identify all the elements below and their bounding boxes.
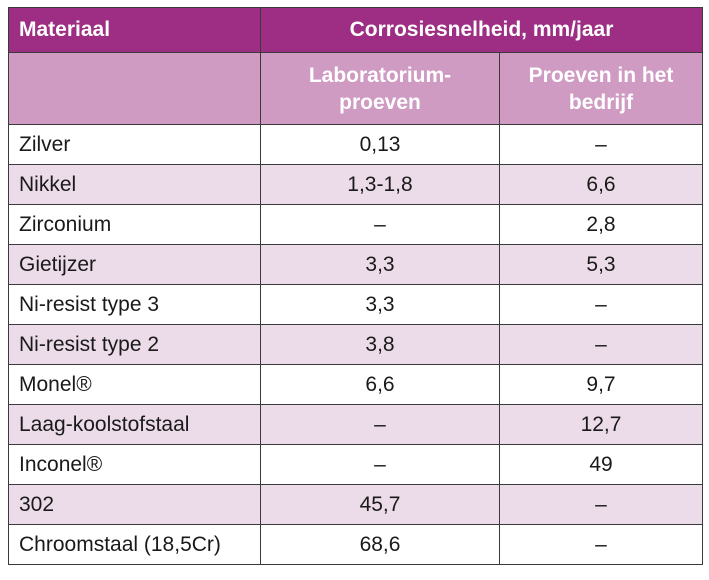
table-row: Zirconium – 2,8 — [8, 204, 704, 245]
subheader-lab-tests: Laboratorium- proeven — [260, 52, 500, 125]
table-row: Monel® 6,6 9,7 — [8, 364, 704, 405]
table-row: Chroomstaal (18,5Cr) 68,6 – — [8, 524, 704, 565]
table-row: Gietijzer 3,3 5,3 — [8, 244, 704, 285]
lab-rate-cell: 6,6 — [260, 364, 500, 405]
field-rate-cell: 2,8 — [498, 204, 704, 245]
material-cell: Laag-koolstofstaal — [8, 404, 261, 445]
lab-rate-cell: – — [260, 444, 500, 485]
field-rate-cell: – — [498, 124, 704, 165]
table-row: Laag-koolstofstaal – 12,7 — [8, 404, 704, 445]
lab-rate-cell: 68,6 — [260, 524, 500, 565]
table-row: Zilver 0,13 – — [8, 124, 704, 165]
field-rate-cell: 49 — [498, 444, 704, 485]
material-cell: Nikkel — [8, 164, 261, 205]
field-rate-cell: – — [498, 484, 704, 525]
lab-rate-cell: 3,3 — [260, 284, 500, 325]
lab-rate-cell: 3,3 — [260, 244, 500, 285]
table-row: Nikkel 1,3-1,8 6,6 — [8, 164, 704, 205]
lab-rate-cell: 3,8 — [260, 324, 500, 365]
field-rate-cell: – — [498, 324, 704, 365]
subheader-field-line1: Proeven in het — [528, 63, 674, 87]
subheader-lab-line1: Laboratorium- — [308, 63, 452, 87]
lab-rate-cell: 0,13 — [260, 124, 500, 165]
material-cell: Ni-resist type 3 — [8, 284, 261, 325]
table-row: 302 45,7 – — [8, 484, 704, 525]
header-row: Materiaal Corrosiesnelheid, mm/jaar — [8, 7, 704, 53]
material-cell: Zirconium — [8, 204, 261, 245]
material-cell: 302 — [8, 484, 261, 525]
table-row: Ni-resist type 2 3,8 – — [8, 324, 704, 365]
subheader-field-line2: bedrijf — [568, 90, 634, 114]
table-row: Ni-resist type 3 3,3 – — [8, 284, 704, 325]
material-cell: Inconel® — [8, 444, 261, 485]
material-cell: Chroomstaal (18,5Cr) — [8, 524, 261, 565]
field-rate-cell: 5,3 — [498, 244, 704, 285]
subheader-lab-line2: proeven — [339, 90, 421, 114]
header-material: Materiaal — [8, 7, 261, 53]
material-cell: Gietijzer — [8, 244, 261, 285]
table-row: Inconel® – 49 — [8, 444, 704, 485]
lab-rate-cell: 45,7 — [260, 484, 500, 525]
lab-rate-cell: – — [260, 204, 500, 245]
field-rate-cell: 6,6 — [498, 164, 704, 205]
field-rate-cell: – — [498, 284, 704, 325]
field-rate-cell: – — [498, 524, 704, 565]
corrosion-rate-table: Materiaal Corrosiesnelheid, mm/jaar Labo… — [8, 7, 704, 565]
subheader-field-tests: Proeven in het bedrijf — [498, 52, 704, 125]
material-cell: Ni-resist type 2 — [8, 324, 261, 365]
subheader-row: Laboratorium- proeven Proeven in het bed… — [8, 52, 704, 125]
lab-rate-cell: 1,3-1,8 — [260, 164, 500, 205]
subheader-empty-cell — [8, 52, 261, 125]
field-rate-cell: 9,7 — [498, 364, 704, 405]
material-cell: Monel® — [8, 364, 261, 405]
material-cell: Zilver — [8, 124, 261, 165]
lab-rate-cell: – — [260, 404, 500, 445]
field-rate-cell: 12,7 — [498, 404, 704, 445]
header-corrosion-rate: Corrosiesnelheid, mm/jaar — [259, 7, 704, 53]
